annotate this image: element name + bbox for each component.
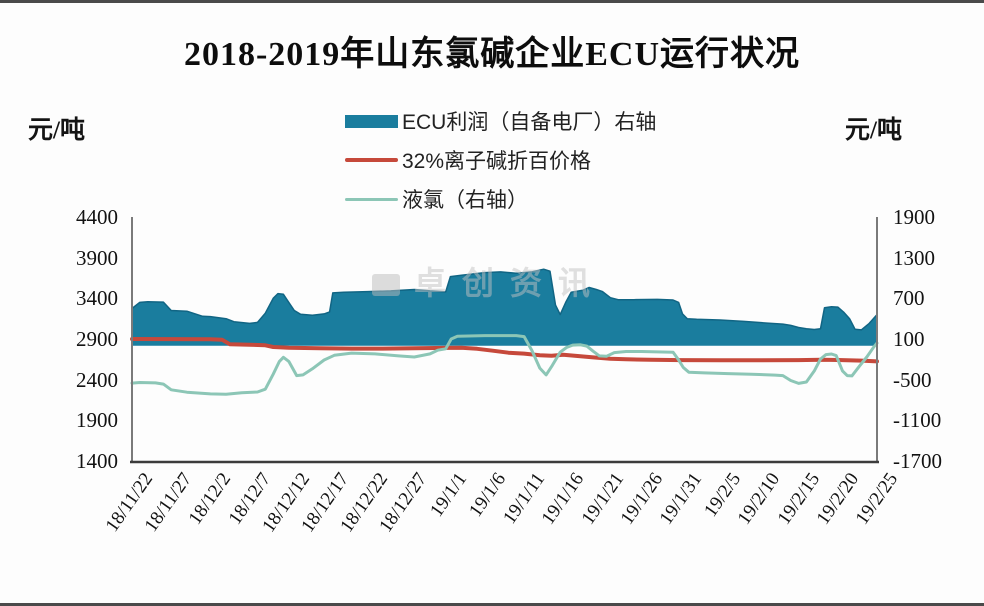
legend-label: 液氯（右轴） bbox=[402, 189, 528, 212]
series-line-液氯（右轴） bbox=[130, 334, 879, 396]
left-axis-tick-label: 3900 bbox=[76, 245, 118, 270]
series-line-32%离子碱折百价格 bbox=[130, 337, 879, 364]
legend-item: 32%离子碱折百价格 bbox=[345, 147, 656, 173]
left-axis-tick-label: 4400 bbox=[76, 205, 118, 229]
series-area-edge bbox=[131, 268, 878, 331]
top-border bbox=[0, 0, 984, 3]
left-axis-tick-label: 1900 bbox=[76, 408, 118, 433]
chart-title: 2018-2019年山东氯碱企业ECU运行状况 bbox=[183, 36, 801, 73]
right-axis-tick-label: 1900 bbox=[893, 205, 935, 229]
legend-item: ECU利润（自备电厂）右轴 bbox=[345, 108, 656, 134]
bottom-border bbox=[0, 603, 984, 606]
right-axis-tick-label: -1700 bbox=[893, 449, 942, 473]
right-axis-tick-label: -1100 bbox=[893, 408, 942, 433]
legend-label: ECU利润（自备电厂）右轴 bbox=[402, 111, 657, 134]
legend-swatch-line-thick bbox=[345, 158, 398, 162]
legend: ECU利润（自备电厂）右轴 32%离子碱折百价格 液氯（右轴） bbox=[345, 108, 656, 225]
legend-swatch-area bbox=[345, 114, 398, 128]
legend-item: 液氯（右轴） bbox=[345, 186, 656, 212]
left-axis-tick-label: 3400 bbox=[76, 286, 118, 311]
right-axis-tick-label: 700 bbox=[893, 286, 925, 311]
left-axis-unit: 元/吨 bbox=[28, 117, 85, 144]
right-axis-tick-label: 100 bbox=[893, 327, 925, 351]
left-axis-tick-label: 2900 bbox=[76, 327, 118, 351]
legend-label: 32%离子碱折百价格 bbox=[402, 150, 592, 173]
right-axis-unit: 元/吨 bbox=[845, 117, 902, 144]
left-axis-tick-label: 2400 bbox=[76, 367, 118, 392]
right-axis-tick-label: 1300 bbox=[893, 245, 935, 270]
right-axis-tick-label: -500 bbox=[893, 367, 932, 392]
legend-swatch-line-thin bbox=[345, 197, 398, 201]
series-area-ECU利润（自备电厂）右轴 bbox=[132, 269, 877, 346]
left-axis-tick-label: 1400 bbox=[76, 449, 118, 473]
